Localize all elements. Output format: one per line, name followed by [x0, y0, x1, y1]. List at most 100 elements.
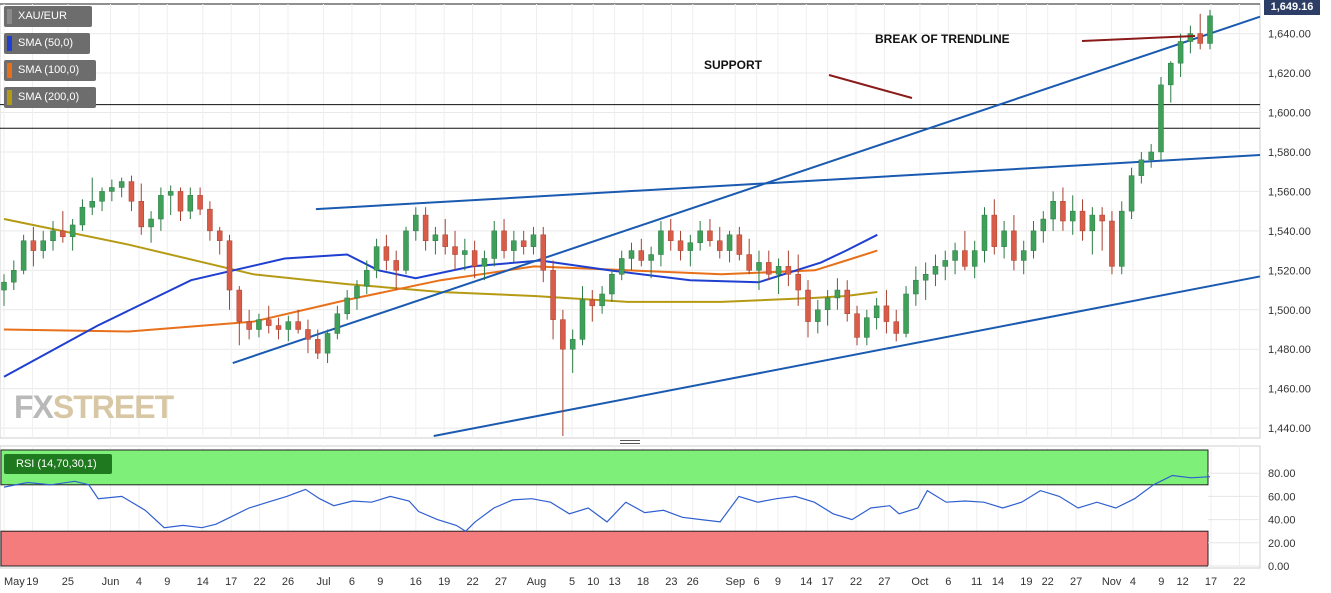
candle-body [305, 329, 311, 340]
legend-swatch-sma-50 [7, 36, 12, 51]
candle-body [579, 299, 586, 340]
candle [530, 226, 537, 255]
candle-body [824, 297, 831, 311]
candle [746, 238, 752, 275]
trendline-1 [232, 15, 1261, 364]
candle [1, 274, 7, 306]
candle-body [697, 230, 703, 243]
moving-averages [3, 218, 878, 378]
x-tick-label: 9 [164, 576, 170, 588]
legend-sma-200-label: SMA (200,0) [18, 91, 80, 103]
candle [491, 221, 497, 267]
candle-body [1177, 41, 1184, 64]
candle-body [491, 230, 497, 259]
candle-body [717, 240, 723, 251]
candle-body [805, 289, 811, 322]
candle [1020, 240, 1027, 275]
candle [1197, 13, 1203, 50]
candle-body [873, 305, 880, 318]
candle-body [373, 246, 380, 271]
x-tick-label: 19 [26, 576, 38, 588]
annotation-arrows [828, 35, 1196, 99]
candle [1148, 144, 1154, 168]
candle-body [1040, 218, 1047, 232]
candle-body [295, 321, 301, 330]
candle-body [89, 201, 95, 208]
candle [265, 305, 272, 334]
candle-body [452, 246, 458, 255]
x-tick-label: 18 [637, 576, 649, 588]
candle [364, 260, 370, 294]
legend-swatch-sma-100 [7, 63, 12, 78]
candle-body [864, 317, 870, 338]
candle [324, 329, 331, 364]
legend-rsi[interactable]: RSI (14,70,30,1) [4, 454, 112, 474]
x-tick-label: 4 [1130, 576, 1136, 588]
legend-rsi-label: RSI (14,70,30,1) [16, 458, 97, 470]
candle-body [383, 246, 390, 261]
x-tick-label: Jul [316, 576, 330, 588]
trendline-2 [315, 154, 1261, 211]
rsi-overbought-zone [0, 449, 1209, 486]
candle [756, 250, 762, 291]
candle-body [844, 289, 850, 314]
candle [971, 240, 978, 279]
candle [118, 177, 125, 198]
candle [697, 221, 703, 251]
candle-body [893, 321, 899, 334]
x-tick-label: 27 [878, 576, 890, 588]
candle-body [658, 230, 664, 255]
candle [873, 297, 880, 330]
candle [226, 234, 233, 310]
candle-body [167, 191, 174, 196]
candle [815, 299, 821, 334]
candle [383, 234, 390, 271]
candle-body [236, 289, 243, 322]
candle-body [530, 234, 537, 247]
legend-symbol[interactable]: XAU/EUR [4, 6, 92, 27]
candle-body [265, 319, 272, 326]
candle [560, 309, 566, 437]
candle [638, 238, 645, 267]
candle [285, 315, 292, 342]
rsi-panel [0, 449, 1211, 567]
candle-body [177, 191, 184, 212]
candle [373, 238, 380, 279]
y-tick-label: 1,520.00 [1268, 265, 1311, 277]
y-tick-label: 1,500.00 [1268, 305, 1311, 317]
candle-body [795, 274, 801, 291]
candle-body [1089, 214, 1096, 232]
candle-body [962, 250, 968, 267]
candle [550, 260, 556, 340]
candle-body [707, 230, 713, 241]
y-tick-label: 1,640.00 [1268, 29, 1311, 41]
x-tick-label: Jun [102, 576, 120, 588]
grid [0, 3, 1261, 569]
candle-body [481, 258, 488, 267]
x-tick-label: 19 [438, 576, 450, 588]
candle [599, 286, 605, 314]
candle [1119, 201, 1125, 275]
candle [707, 219, 713, 247]
candle [667, 219, 674, 251]
y-tick-label: 1,600.00 [1268, 108, 1311, 120]
x-tick-label: Oct [911, 576, 928, 588]
candle-body [589, 299, 596, 307]
candle [1079, 199, 1086, 241]
candle-body [991, 214, 998, 247]
pane-splitter-handle[interactable] [620, 440, 640, 446]
legend-sma-100[interactable]: SMA (100,0) [4, 60, 96, 81]
candle [648, 246, 654, 279]
legend-sma-200[interactable]: SMA (200,0) [4, 87, 96, 108]
legend-sma-50[interactable]: SMA (50,0) [4, 33, 90, 54]
candle-body [1099, 214, 1105, 222]
candle-body [1001, 230, 1007, 247]
y-tick-label: 1,460.00 [1268, 384, 1311, 396]
legend-swatch-symbol [7, 9, 12, 24]
candle-body [775, 266, 782, 275]
legend-sma-100-label: SMA (100,0) [18, 64, 80, 76]
candle-body [511, 240, 517, 251]
x-tick-label: 14 [197, 576, 209, 588]
candle-body [11, 270, 17, 283]
